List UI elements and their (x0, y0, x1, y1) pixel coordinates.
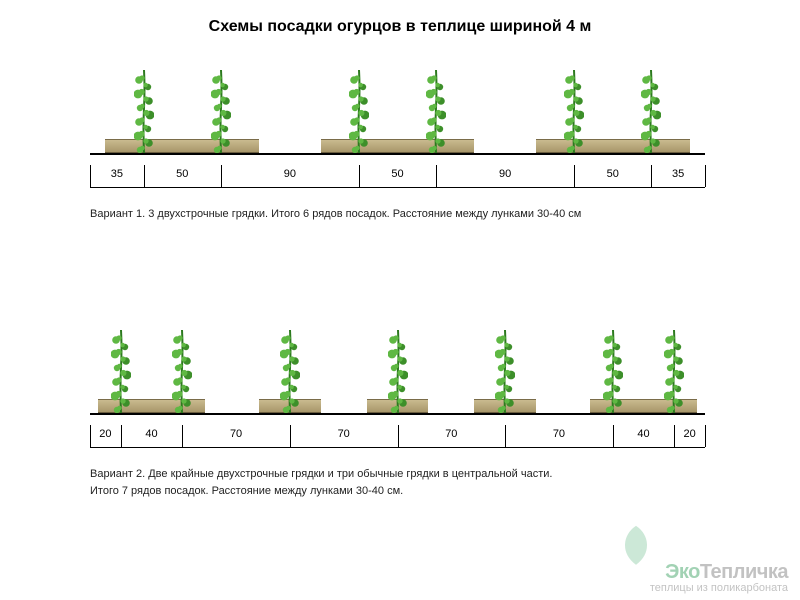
ruler-segment-label: 70 (553, 428, 565, 440)
planting-bed (105, 139, 259, 153)
ruler-tick (90, 425, 91, 447)
ruler-segment-label: 20 (684, 428, 696, 440)
watermark-subtitle: теплицы из поликарбоната (650, 582, 788, 594)
ruler-segment-label: 70 (230, 428, 242, 440)
cucumber-plant-icon (388, 328, 408, 413)
cucumber-plant-icon (280, 328, 300, 413)
ruler-segment-label: 50 (391, 168, 403, 180)
cucumber-plant-icon (564, 68, 584, 153)
leaf-icon (614, 522, 658, 566)
watermark-brand-suffix: Тепличка (700, 561, 788, 583)
ruler-segment-label: 40 (145, 428, 157, 440)
ruler-tick (144, 165, 145, 187)
watermark: ЭкоТепличка теплицы из поликарбоната (650, 561, 788, 594)
variant-2-plant-row (90, 320, 705, 425)
planting-bed (321, 139, 475, 153)
ruler-tick (651, 165, 652, 187)
ruler-tick (359, 165, 360, 187)
cucumber-plant-icon (426, 68, 446, 153)
ruler-segment-label: 20 (99, 428, 111, 440)
ruler-segment-label: 50 (176, 168, 188, 180)
ruler-tick (674, 425, 675, 447)
ruler-tick (436, 165, 437, 187)
ruler-tick (505, 425, 506, 447)
cucumber-plant-icon (134, 68, 154, 153)
ground-line (90, 153, 705, 155)
cucumber-plant-icon (111, 328, 131, 413)
cucumber-plant-icon (664, 328, 684, 413)
variant-1: 35 50 90 50 90 50 35 Вариант 1. 3 двухстрочные… (90, 60, 705, 223)
ruler-tick (221, 165, 222, 187)
ruler-tick (705, 425, 706, 447)
page-title: Схемы посадки огурцов в теплице шириной … (0, 0, 800, 36)
ruler-segment-label: 40 (637, 428, 649, 440)
variant-2-ruler: 20 40 70 70 70 70 40 20 (90, 425, 705, 448)
cucumber-plant-icon (495, 328, 515, 413)
ruler-tick (182, 425, 183, 447)
caption-line: Итого 7 рядов посадок. Расстояние между … (90, 483, 705, 500)
cucumber-plant-icon (172, 328, 192, 413)
ruler-tick (705, 165, 706, 187)
variant-1-caption: Вариант 1. 3 двухстрочные грядки. Итого … (90, 206, 705, 223)
variant-2-caption: Вариант 2. Две крайные двухстрочные гряд… (90, 466, 705, 499)
ruler-segment-label: 90 (499, 168, 511, 180)
ruler-segment-label: 70 (445, 428, 457, 440)
ruler-tick (90, 165, 91, 187)
variant-1-plant-row (90, 60, 705, 165)
watermark-brand-prefix: Эко (665, 561, 700, 583)
variant-2: 20 40 70 70 70 70 40 20 Вариант 2. Две крайные … (90, 320, 705, 499)
ground-line (90, 413, 705, 415)
cucumber-plant-icon (641, 68, 661, 153)
ruler-tick (398, 425, 399, 447)
watermark-brand: ЭкоТепличка (650, 561, 788, 584)
cucumber-plant-icon (603, 328, 623, 413)
ruler-tick (574, 165, 575, 187)
ruler-segment-label: 35 (672, 168, 684, 180)
ruler-segment-label: 35 (111, 168, 123, 180)
cucumber-plant-icon (349, 68, 369, 153)
ruler-segment-label: 90 (284, 168, 296, 180)
ruler-tick (121, 425, 122, 447)
ruler-segment-label: 70 (338, 428, 350, 440)
ruler-segment-label: 50 (607, 168, 619, 180)
ruler-tick (613, 425, 614, 447)
cucumber-plant-icon (211, 68, 231, 153)
caption-line: Вариант 2. Две крайные двухстрочные гряд… (90, 466, 705, 483)
ruler-tick (290, 425, 291, 447)
variant-1-ruler: 35 50 90 50 90 50 35 (90, 165, 705, 188)
planting-bed (536, 139, 690, 153)
